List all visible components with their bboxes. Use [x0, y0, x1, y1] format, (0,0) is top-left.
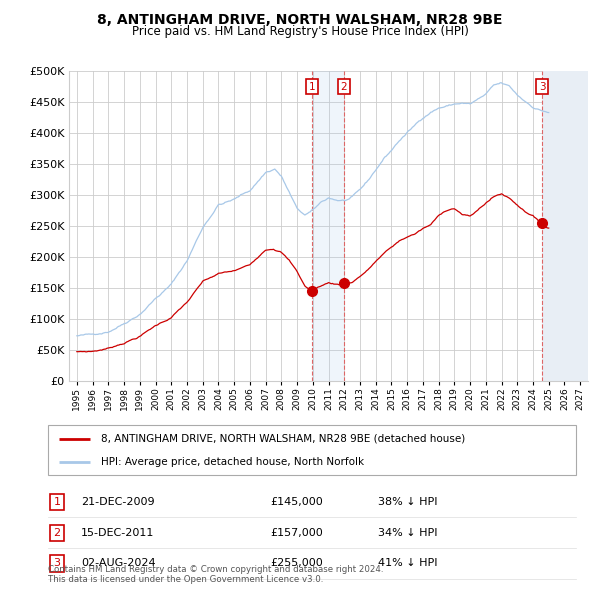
Text: HPI: Average price, detached house, North Norfolk: HPI: Average price, detached house, Nort… [101, 457, 364, 467]
Bar [313, 71, 344, 381]
Text: 1: 1 [309, 81, 316, 91]
Bar [542, 71, 588, 381]
Text: £157,000: £157,000 [270, 528, 323, 537]
Text: 21-DEC-2009: 21-DEC-2009 [81, 497, 155, 507]
Text: 2: 2 [340, 81, 347, 91]
Text: 1: 1 [53, 497, 61, 507]
Text: 3: 3 [539, 81, 545, 91]
Text: £255,000: £255,000 [270, 559, 323, 568]
Text: Contains HM Land Registry data © Crown copyright and database right 2024.
This d: Contains HM Land Registry data © Crown c… [48, 565, 383, 584]
Text: 2: 2 [53, 528, 61, 537]
Text: 15-DEC-2011: 15-DEC-2011 [81, 528, 154, 537]
Text: Price paid vs. HM Land Registry's House Price Index (HPI): Price paid vs. HM Land Registry's House … [131, 25, 469, 38]
Text: 8, ANTINGHAM DRIVE, NORTH WALSHAM, NR28 9BE (detached house): 8, ANTINGHAM DRIVE, NORTH WALSHAM, NR28 … [101, 434, 465, 444]
Text: 41% ↓ HPI: 41% ↓ HPI [378, 559, 437, 568]
Text: 34% ↓ HPI: 34% ↓ HPI [378, 528, 437, 537]
Text: 8, ANTINGHAM DRIVE, NORTH WALSHAM, NR28 9BE: 8, ANTINGHAM DRIVE, NORTH WALSHAM, NR28 … [97, 13, 503, 27]
Text: 02-AUG-2024: 02-AUG-2024 [81, 559, 155, 568]
Text: 38% ↓ HPI: 38% ↓ HPI [378, 497, 437, 507]
Text: 3: 3 [53, 559, 61, 568]
Text: £145,000: £145,000 [270, 497, 323, 507]
